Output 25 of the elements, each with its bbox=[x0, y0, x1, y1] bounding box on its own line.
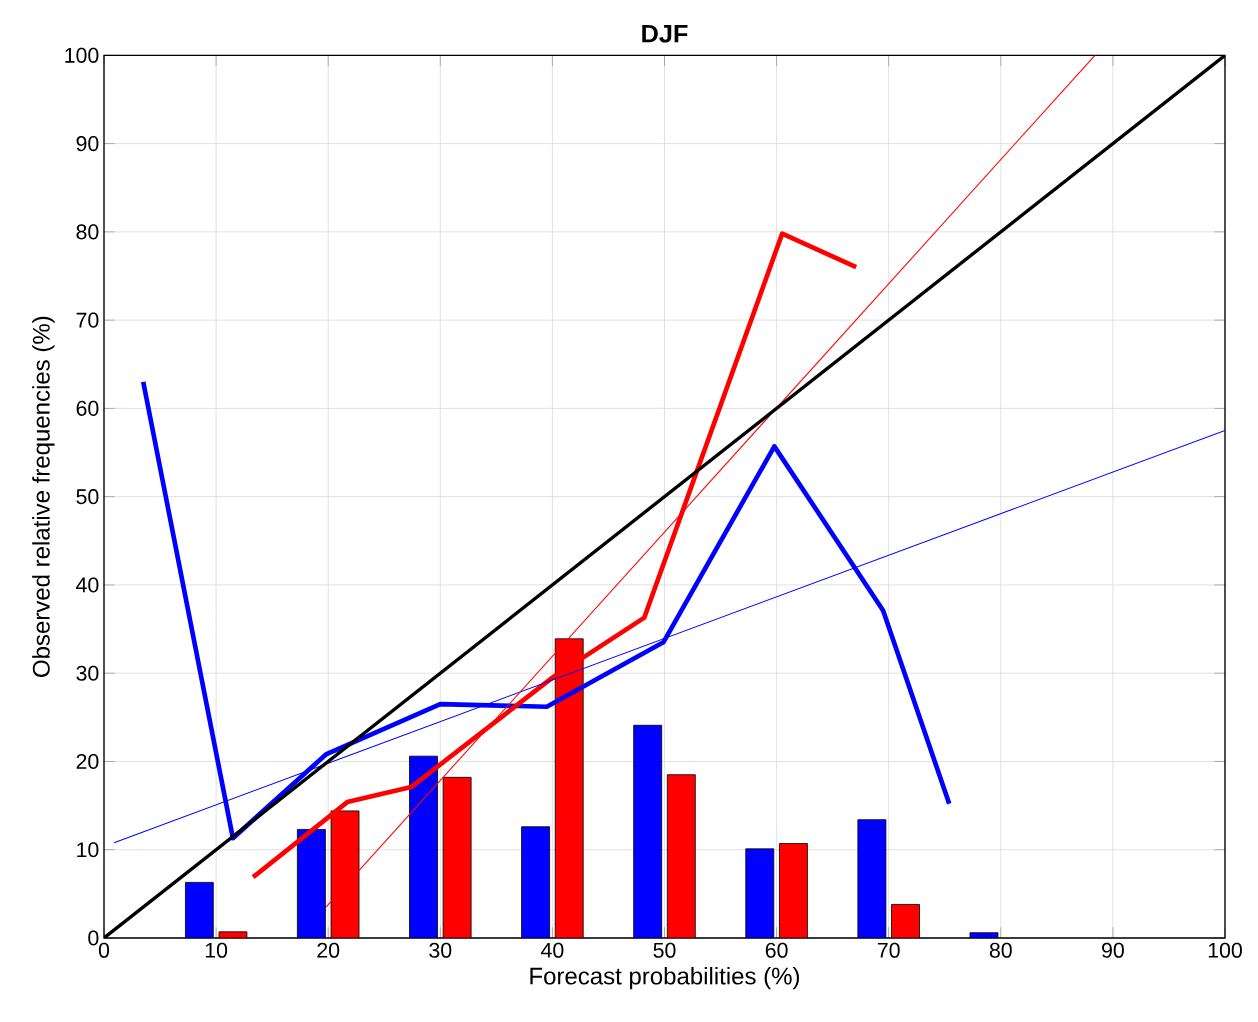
x-axis-title: Forecast probabilities (%) bbox=[530, 966, 799, 990]
y-tick-label: 100 bbox=[65, 47, 99, 63]
y-tick-label: 60 bbox=[76, 400, 99, 416]
x-tick-label: 60 bbox=[765, 942, 788, 958]
x-tick-label: 70 bbox=[877, 942, 900, 958]
y-tick-label: 20 bbox=[76, 753, 99, 770]
y-tick-label: 50 bbox=[76, 489, 99, 505]
y-tick-label: 30 bbox=[76, 665, 99, 681]
y-tick-label: 70 bbox=[76, 312, 99, 328]
y-tick-label: 90 bbox=[76, 136, 99, 152]
y-tick-label: 80 bbox=[76, 224, 99, 240]
x-tick-label: 80 bbox=[989, 942, 1012, 958]
y-tick-label: 0 bbox=[88, 930, 99, 946]
x-tick-label: 100 bbox=[1208, 942, 1242, 958]
y-axis-title: Observed relative frequencies (%) bbox=[32, 316, 55, 677]
x-tick-label: 90 bbox=[1102, 942, 1124, 958]
y-tick-label: 40 bbox=[76, 577, 99, 593]
x-tick-label: 10 bbox=[205, 942, 228, 958]
x-tick-label: 50 bbox=[653, 942, 676, 958]
x-tick-label: 30 bbox=[429, 942, 452, 958]
chart-title: DJF bbox=[642, 24, 688, 43]
x-tick-label: 20 bbox=[317, 942, 340, 958]
x-tick-label: 0 bbox=[98, 942, 110, 958]
y-tick-label: 10 bbox=[77, 842, 99, 858]
x-tick-label: 40 bbox=[541, 942, 564, 958]
